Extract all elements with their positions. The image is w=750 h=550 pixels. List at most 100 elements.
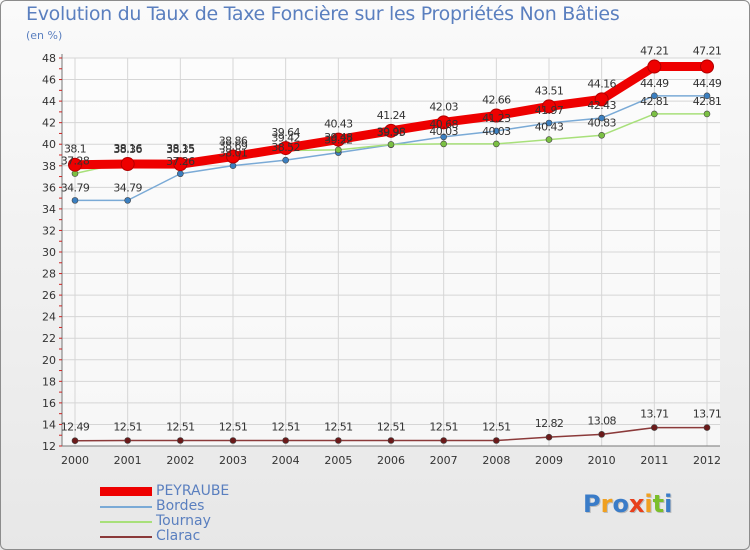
data-label-tournay: 38.35	[166, 143, 195, 156]
data-label-tournay: 38.69	[219, 139, 248, 152]
logo-letter: r	[600, 490, 613, 518]
data-label-bordes: 34.79	[61, 181, 90, 194]
data-point-bordes	[177, 170, 184, 178]
data-point-clarac	[71, 437, 79, 445]
data-label-peyraube: 44.16	[587, 77, 616, 90]
data-label-bordes: 38.52	[271, 141, 300, 154]
data-point-clarac	[124, 437, 131, 444]
y-tick-label: 36	[42, 181, 56, 194]
data-point-bordes	[493, 127, 500, 135]
data-label-peyraube: 47.21	[640, 45, 669, 58]
y-tick-label: 46	[42, 74, 56, 87]
data-point-clarac	[387, 437, 395, 444]
data-label-bordes: 41.23	[482, 112, 511, 125]
data-point-peyraube	[68, 157, 82, 172]
data-point-tournay	[651, 110, 658, 118]
data-point-bordes	[703, 92, 711, 100]
logo-letter: x	[628, 490, 645, 518]
data-label-peyraube: 38.1	[64, 143, 86, 156]
data-point-bordes	[71, 197, 79, 204]
data-label-bordes: 42.43	[587, 99, 616, 112]
data-point-peyraube	[594, 92, 609, 107]
y-tick-label: 26	[42, 289, 56, 302]
data-label-peyraube: 43.51	[535, 84, 564, 97]
y-tick-label: 42	[42, 117, 56, 130]
data-point-bordes	[124, 197, 131, 204]
y-tick-label: 28	[42, 268, 56, 281]
data-point-bordes	[229, 162, 237, 169]
data-label-clarac: 12.51	[429, 421, 458, 434]
data-point-tournay	[335, 146, 342, 154]
data-label-bordes: 40.68	[429, 118, 458, 131]
data-point-peyraube	[700, 59, 714, 74]
data-label-clarac: 12.49	[61, 421, 90, 434]
data-label-bordes: 34.79	[113, 181, 142, 194]
y-tick-label: 22	[42, 332, 56, 345]
x-tick-label: 2008	[482, 454, 510, 467]
data-point-peyraube	[120, 157, 135, 172]
data-point-clarac	[282, 437, 289, 444]
data-label-tournay: 42.81	[640, 95, 669, 108]
data-label-tournay: 40.43	[535, 121, 564, 134]
y-tick-label: 40	[42, 138, 56, 151]
data-label-peyraube: 38.16	[113, 142, 142, 155]
data-label-clarac: 12.51	[219, 421, 248, 434]
y-tick-label: 48	[42, 52, 56, 65]
logo-letter: t	[652, 490, 665, 518]
logo-letter: P	[583, 490, 601, 518]
y-tick-label: 32	[42, 224, 56, 237]
data-point-clarac	[229, 437, 237, 444]
data-point-peyraube	[226, 149, 240, 164]
x-tick-label: 2009	[535, 454, 563, 467]
data-point-peyraube	[436, 115, 451, 130]
legend-label-peyraube: PEYRAUBE	[156, 483, 230, 499]
data-label-bordes: 37.26	[166, 155, 195, 168]
data-point-tournay	[598, 131, 605, 139]
data-label-clarac: 12.51	[482, 421, 511, 434]
data-point-bordes	[545, 119, 553, 127]
data-point-clarac	[651, 424, 658, 431]
legend-swatch-peyraube	[100, 487, 152, 496]
legend-swatch-clarac	[100, 536, 152, 538]
data-point-clarac	[493, 437, 500, 444]
data-label-clarac: 13.71	[640, 408, 669, 421]
y-tick-label: 16	[42, 397, 56, 410]
data-point-bordes	[598, 114, 605, 122]
data-label-tournay: 40.03	[429, 125, 458, 138]
data-label-tournay: 39.48	[324, 131, 353, 144]
data-label-tournay: 40.03	[482, 125, 511, 138]
y-tick-label: 18	[42, 375, 56, 388]
data-label-peyraube: 41.24	[377, 109, 406, 122]
unit-label: (en %)	[26, 29, 63, 42]
legend-swatch-tournay	[100, 521, 152, 523]
y-tick-label: 20	[42, 354, 56, 367]
x-tick-label: 2002	[166, 454, 194, 467]
data-label-clarac: 12.51	[113, 421, 142, 434]
chart-title: Evolution du Taux de Taxe Foncière sur l…	[26, 3, 620, 25]
y-tick-label: 14	[42, 418, 56, 431]
y-tick-label: 12	[42, 440, 56, 453]
data-label-tournay: 39.98	[377, 125, 406, 138]
y-tick-label: 34	[42, 203, 56, 216]
data-point-tournay	[493, 140, 500, 148]
data-point-tournay	[440, 140, 447, 148]
data-point-peyraube	[278, 141, 293, 156]
data-label-bordes: 39.22	[324, 134, 353, 147]
x-tick-label: 2006	[377, 454, 405, 467]
proxiti-logo[interactable]: Proxiti	[583, 490, 672, 518]
data-point-peyraube	[489, 108, 504, 123]
x-tick-label: 2012	[693, 454, 721, 467]
logo-letter: o	[612, 490, 629, 518]
data-label-clarac: 12.82	[535, 417, 564, 430]
data-point-peyraube	[542, 99, 556, 114]
data-label-tournay: 40.83	[587, 116, 616, 129]
logo-letter: i	[644, 490, 653, 518]
data-point-clarac	[598, 431, 605, 438]
data-point-tournay	[387, 141, 395, 148]
legend-swatch-bordes	[100, 506, 152, 508]
data-label-tournay: 38.36	[113, 143, 142, 156]
data-label-bordes: 44.49	[693, 77, 722, 90]
data-label-clarac: 12.51	[377, 421, 406, 434]
y-tick-label: 38	[42, 160, 56, 173]
